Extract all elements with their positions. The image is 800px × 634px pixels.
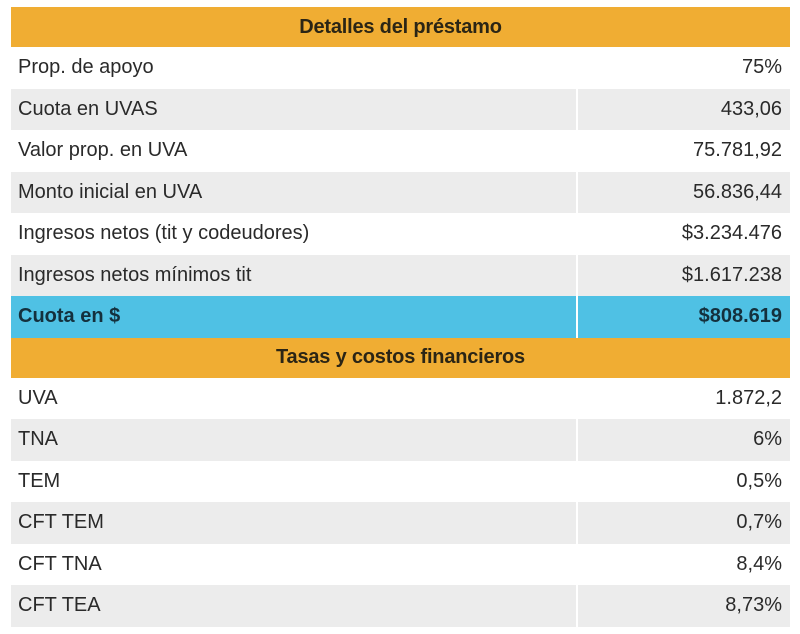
table-row-valor-prop-uva: Valor prop. en UVA 75.781,92: [11, 130, 790, 172]
table-row-cuota-uvas: Cuota en UVAS 433,06: [11, 88, 790, 130]
table-row-cft-tea: CFT TEA 8,73%: [11, 585, 790, 627]
row-label: CFT TNA: [11, 543, 578, 585]
row-value: 75%: [741, 56, 782, 79]
row-label: Ingresos netos mínimos tit: [11, 254, 578, 296]
row-value: 0,7%: [736, 511, 782, 534]
table-row-tna: TNA 6%: [11, 419, 790, 461]
row-label: Ingresos netos (tit y codeudores): [11, 213, 578, 255]
table-row-uva: UVA 1.872,2: [11, 377, 790, 419]
table-row-tem: TEM 0,5%: [11, 460, 790, 502]
table-row-monto-inicial-uva: Monto inicial en UVA 56.836,44: [11, 171, 790, 213]
row-label: CFT TEA: [11, 585, 578, 627]
row-value: $808.619: [698, 305, 782, 328]
section-header-rates: Tasas y costos financieros: [11, 337, 790, 378]
row-value: $1.617.238: [681, 263, 782, 286]
row-value: 1.872,2: [715, 386, 782, 409]
row-label: Cuota en UVAS: [11, 88, 578, 130]
loan-summary-table: Detalles del préstamo Prop. de apoyo 75%…: [11, 7, 790, 627]
section-title: Tasas y costos financieros: [276, 346, 525, 368]
row-label: CFT TEM: [11, 502, 578, 544]
row-value: 8,4%: [736, 552, 782, 575]
table-row-cft-tem: CFT TEM 0,7%: [11, 502, 790, 544]
row-label: Valor prop. en UVA: [11, 130, 578, 172]
table-row-prop-apoyo: Prop. de apoyo 75%: [11, 47, 790, 89]
row-label: Cuota en $: [11, 296, 578, 338]
row-label: UVA: [11, 377, 578, 419]
table-row-cuota-pesos: Cuota en $ $808.619: [11, 296, 790, 338]
row-value: 8,73%: [725, 594, 782, 617]
section-title: Detalles del préstamo: [299, 15, 502, 38]
row-label: Prop. de apoyo: [11, 47, 578, 89]
row-value: 6%: [753, 428, 782, 451]
row-value: 56.836,44: [693, 180, 782, 203]
table-row-ingresos-minimos: Ingresos netos mínimos tit $1.617.238: [11, 254, 790, 296]
row-value: $3.234.476: [681, 222, 782, 245]
table-row-cft-tna: CFT TNA 8,4%: [11, 543, 790, 585]
row-label: TNA: [11, 419, 578, 461]
row-value: 433,06: [720, 97, 782, 120]
row-label: TEM: [11, 460, 578, 502]
row-value: 75.781,92: [693, 139, 782, 162]
row-label: Monto inicial en UVA: [11, 171, 578, 213]
section-header-loan-details: Detalles del préstamo: [11, 7, 790, 47]
table-row-ingresos-netos: Ingresos netos (tit y codeudores) $3.234…: [11, 213, 790, 255]
row-value: 0,5%: [736, 469, 782, 492]
